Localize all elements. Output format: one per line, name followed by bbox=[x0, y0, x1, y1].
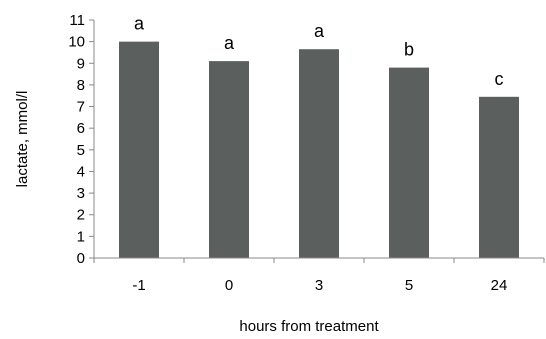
significance-letter: c bbox=[495, 69, 504, 89]
y-tick-label: 6 bbox=[77, 120, 85, 137]
y-tick-label: 11 bbox=[69, 12, 85, 29]
y-tick-label: 10 bbox=[68, 34, 85, 51]
x-axis-categories: -1 0 3 5 24 bbox=[93, 258, 545, 294]
x-category-label: 3 bbox=[315, 277, 323, 294]
y-tick-label: 3 bbox=[77, 185, 85, 202]
y-tick-label: 1 bbox=[77, 228, 85, 245]
significance-letter: a bbox=[134, 14, 145, 34]
y-tick-label: 8 bbox=[77, 77, 85, 94]
y-tick-label: 2 bbox=[77, 207, 85, 224]
bar bbox=[479, 96, 519, 259]
bar bbox=[389, 67, 429, 258]
significance-labels: a a a b c bbox=[134, 14, 504, 89]
y-tick-label: 5 bbox=[77, 142, 85, 159]
bar bbox=[209, 61, 249, 258]
y-tick-label: 4 bbox=[77, 163, 85, 180]
x-category-label: -1 bbox=[132, 277, 145, 294]
significance-letter: a bbox=[314, 21, 325, 41]
bars bbox=[119, 41, 519, 259]
y-tick-label: 7 bbox=[77, 99, 85, 116]
significance-letter: b bbox=[404, 40, 414, 60]
x-category-label: 5 bbox=[405, 277, 413, 294]
bar bbox=[119, 41, 159, 258]
y-tick-label: 9 bbox=[77, 55, 85, 72]
y-axis-title: lactate, mmol/l bbox=[14, 91, 31, 188]
significance-letter: a bbox=[224, 33, 235, 53]
bar bbox=[299, 49, 339, 258]
x-axis-title: hours from treatment bbox=[239, 318, 379, 335]
y-tick-label: 0 bbox=[77, 250, 85, 267]
x-category-label: 24 bbox=[491, 277, 508, 294]
x-category-label: 0 bbox=[225, 277, 233, 294]
y-axis-ticks: 0 1 2 3 4 5 6 7 8 9 10 11 bbox=[68, 12, 94, 267]
